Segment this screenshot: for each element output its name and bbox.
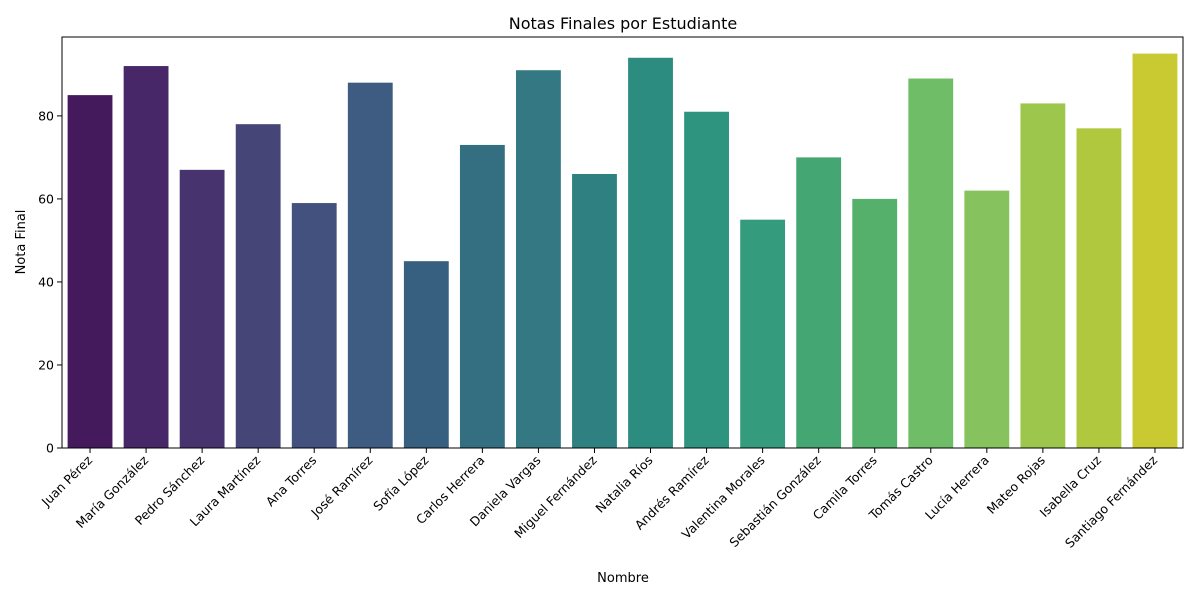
- x-tick-label: Sofía López: [370, 452, 432, 514]
- bars-group: [67, 53, 1178, 449]
- bar-6: [347, 82, 393, 449]
- y-tick-label: 20: [38, 357, 54, 372]
- bar-10: [572, 174, 617, 448]
- bar-11: [628, 57, 673, 448]
- y-tick-label: 0: [46, 441, 54, 456]
- bar-18: [1020, 103, 1066, 449]
- bar-15: [852, 198, 898, 448]
- y-tick-label: 60: [38, 191, 54, 206]
- bar-1: [67, 95, 113, 449]
- bar-17: [964, 190, 1010, 449]
- bar-3: [179, 169, 225, 448]
- bar-8: [459, 144, 505, 448]
- y-tick-label: 80: [38, 108, 54, 123]
- bar-9: [516, 70, 561, 449]
- bar-4: [235, 124, 281, 449]
- bar-2: [123, 66, 169, 448]
- bar-16: [908, 78, 954, 449]
- bar-13: [740, 219, 786, 448]
- x-axis-label: Nombre: [597, 571, 649, 586]
- x-tick-label: Juan Pérez: [38, 452, 96, 510]
- y-tick-label: 40: [38, 274, 54, 289]
- plot-frame: [61, 36, 1184, 449]
- x-tick-label: Ana Torres: [263, 453, 320, 510]
- bar-12: [684, 111, 729, 448]
- bar-20: [1132, 53, 1178, 449]
- x-tick-label: Santiago Fernández: [1062, 452, 1161, 551]
- bar-19: [1076, 128, 1122, 448]
- bar-14: [796, 157, 842, 448]
- bar-5: [291, 203, 337, 448]
- y-axis-label: Nota Final: [14, 210, 29, 275]
- chart-title: Notas Finales por Estudiante: [509, 14, 738, 33]
- bar-7: [403, 261, 449, 448]
- y-axis: 0 20 40 60 80: [38, 108, 62, 456]
- x-tick-label: Sebastián González: [726, 452, 824, 550]
